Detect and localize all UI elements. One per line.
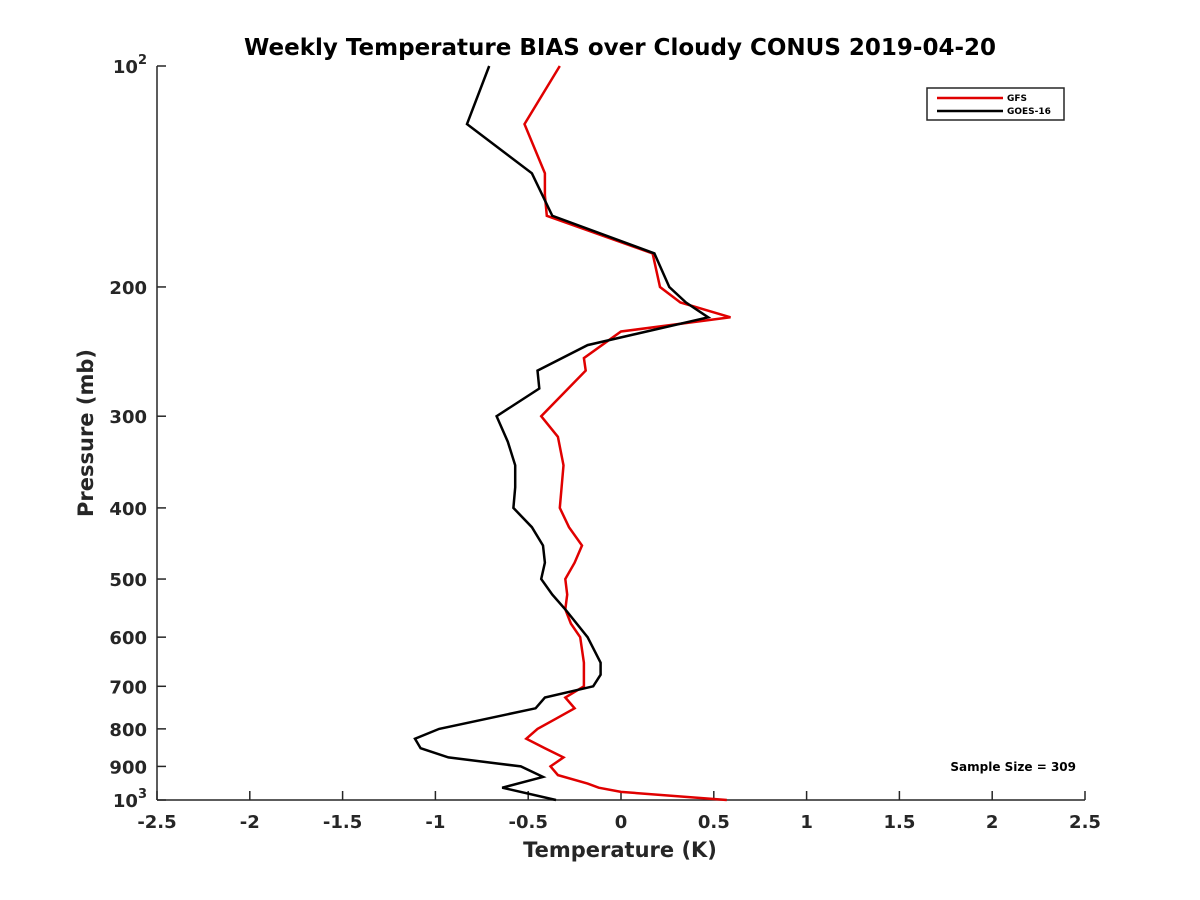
- series-line-gfs: [523, 65, 731, 802]
- y-tick-label: 600: [109, 628, 147, 649]
- x-tick-label: -2.5: [137, 812, 176, 833]
- y-axis: 102 200 300 400 500 600 700 800 900 103: [109, 53, 166, 812]
- y-tick-label: 400: [109, 499, 147, 520]
- series-group: [413, 65, 731, 802]
- series-line-goes-16: [413, 65, 712, 802]
- x-tick-label: -1.5: [323, 812, 362, 833]
- x-tick-label: -2: [240, 812, 260, 833]
- plot-area: [156, 66, 1085, 801]
- x-axis-label: Temperature (K): [523, 838, 717, 862]
- x-axis: -2.5 -2 -1.5 -1 -0.5 0 0.5 1 1.5 2 2.5: [137, 791, 1101, 833]
- legend-entry: GOES-16: [1007, 107, 1051, 117]
- x-tick-label: 2: [986, 812, 999, 833]
- x-tick-label: 1: [800, 812, 813, 833]
- chart-title: Weekly Temperature BIAS over Cloudy CONU…: [244, 35, 996, 61]
- x-tick-label: 0.5: [698, 812, 730, 833]
- y-tick-label: 900: [109, 757, 147, 778]
- y-tick-label: 300: [109, 407, 147, 428]
- y-tick-label: 200: [109, 278, 147, 299]
- y-tick-label: 103: [113, 787, 147, 812]
- x-tick-label: 0: [615, 812, 628, 833]
- y-tick-label: 102: [113, 53, 147, 78]
- x-tick-label: 2.5: [1069, 812, 1101, 833]
- y-tick-label: 700: [109, 677, 147, 698]
- legend-box: [926, 87, 1065, 121]
- legend-entry: GFS: [1007, 94, 1027, 104]
- y-tick-label: 800: [109, 720, 147, 741]
- y-axis-label: Pressure (mb): [74, 349, 98, 517]
- y-tick-label: 500: [109, 570, 147, 591]
- x-tick-label: -1: [425, 812, 445, 833]
- sample-size-annotation: Sample Size = 309: [950, 760, 1076, 774]
- x-tick-label: 1.5: [883, 812, 915, 833]
- x-tick-label: -0.5: [509, 812, 548, 833]
- legend: GFS GOES-16: [926, 87, 1065, 121]
